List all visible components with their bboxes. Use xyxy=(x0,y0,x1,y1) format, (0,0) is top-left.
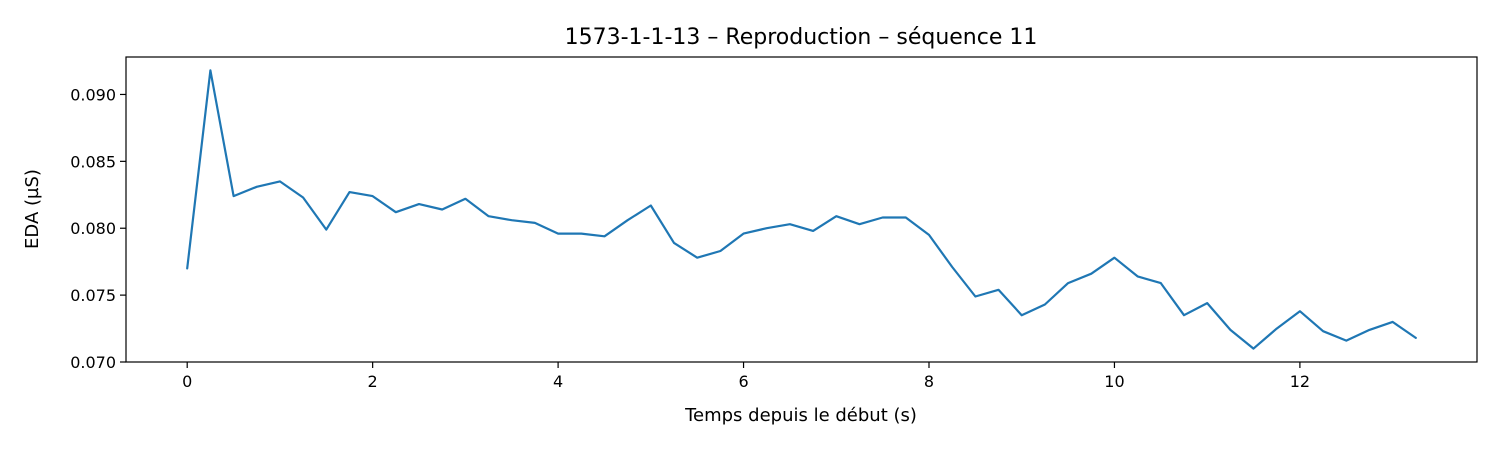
series-line xyxy=(186,69,1417,350)
y-tick-label: 0.090 xyxy=(70,85,116,104)
x-axis-label: Temps depuis le début (s) xyxy=(684,405,917,426)
series-layer xyxy=(186,69,1417,350)
chart-title: 1573-1-1-13 – Reproduction – séquence 11 xyxy=(565,25,1038,50)
x-tick-label: 8 xyxy=(924,372,934,391)
y-axis: 0.070 0.075 0.080 0.085 0.090 xyxy=(70,85,126,372)
x-tick-label: 6 xyxy=(738,372,748,391)
y-axis-label: EDA (µS) xyxy=(22,169,43,249)
y-tick-label: 0.080 xyxy=(70,219,116,238)
y-tick-label: 0.085 xyxy=(70,152,116,171)
x-tick-label: 4 xyxy=(553,372,563,391)
plot-area-frame xyxy=(125,56,1478,363)
x-tick-label: 0 xyxy=(182,372,192,391)
y-tick-label: 0.070 xyxy=(70,353,116,372)
x-tick-label: 12 xyxy=(1290,372,1310,391)
x-tick-label: 2 xyxy=(368,372,378,391)
x-axis: 0 2 4 6 8 10 12 xyxy=(182,362,1310,391)
y-tick-label: 0.075 xyxy=(70,286,116,305)
x-tick-label: 10 xyxy=(1104,372,1124,391)
